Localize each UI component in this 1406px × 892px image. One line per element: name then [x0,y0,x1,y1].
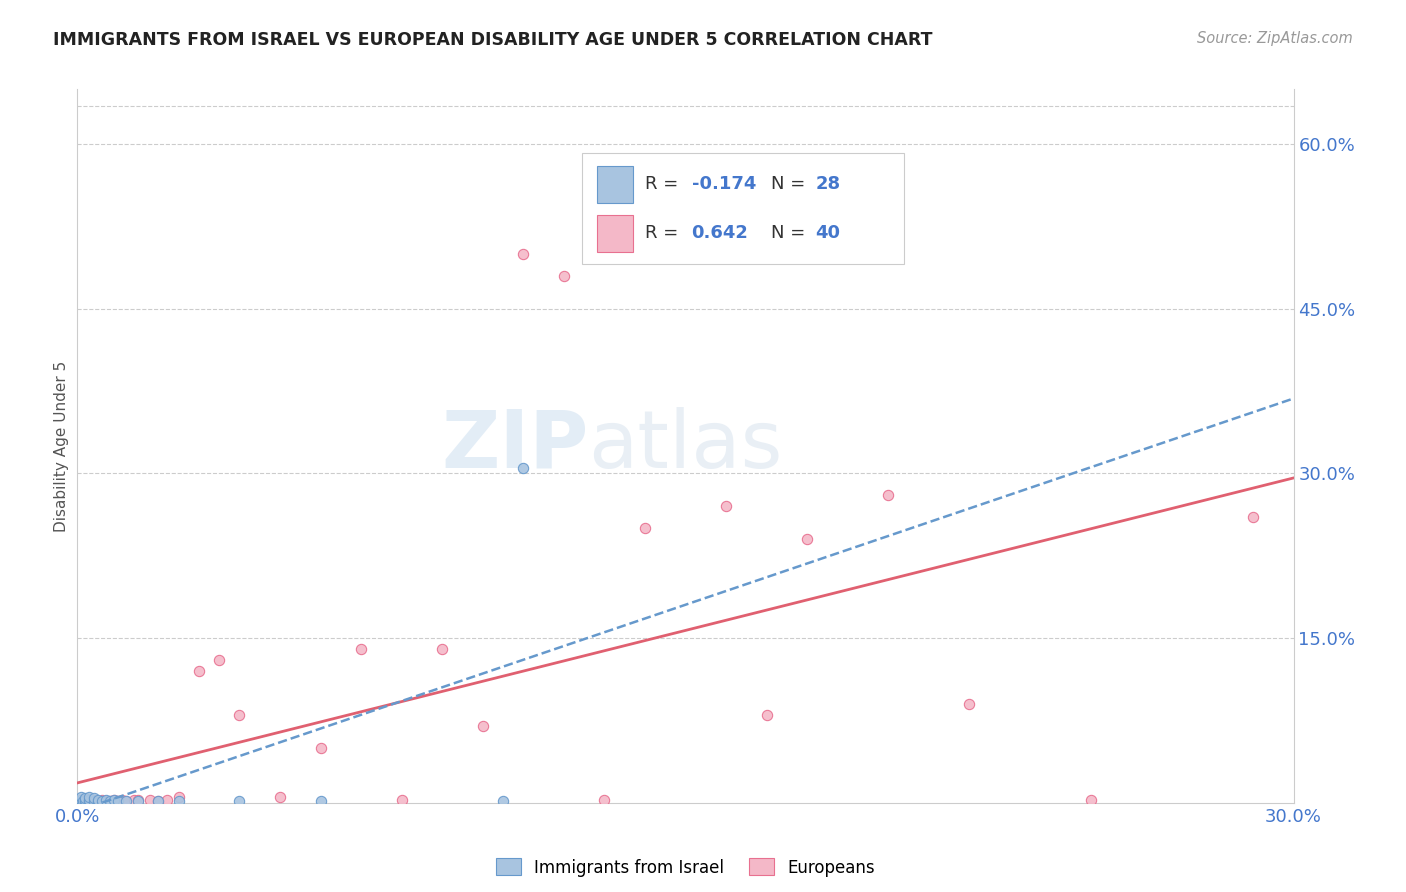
Point [94,792,117,806]
Point [83,792,105,806]
Point [70,794,93,808]
Point [796,533,818,547]
Point [1080,792,1102,806]
Point [94,794,117,808]
Point [111,792,134,806]
Point [79,790,101,805]
Point [634,521,657,535]
Point [75,795,97,809]
Point [90,792,112,806]
Point [432,642,454,657]
Point [155,792,177,806]
Point [512,247,534,261]
Point [70,792,93,806]
Point [208,653,231,667]
Point [75,792,97,806]
Text: 0.642: 0.642 [692,224,748,242]
Point [188,664,211,678]
Point [512,461,534,475]
Point [350,642,373,657]
Point [593,792,616,806]
Point [269,790,291,805]
Legend: Immigrants from Israel, Europeans: Immigrants from Israel, Europeans [496,858,875,877]
Point [86,795,108,809]
Point [309,794,332,808]
Point [167,794,190,808]
Point [79,794,101,808]
Point [103,792,125,806]
Point [86,792,108,806]
Point [83,794,105,808]
Text: -0.174: -0.174 [692,176,756,194]
Point [79,794,101,808]
Point [75,794,97,808]
Point [70,790,93,805]
Point [877,488,900,502]
Point [1241,510,1264,524]
Point [167,790,190,805]
Point [90,794,112,808]
Point [83,791,105,805]
Text: atlas: atlas [588,407,783,485]
Point [107,794,129,808]
Text: IMMIGRANTS FROM ISRAEL VS EUROPEAN DISABILITY AGE UNDER 5 CORRELATION CHART: IMMIGRANTS FROM ISRAEL VS EUROPEAN DISAB… [53,31,934,49]
Point [127,794,149,808]
Text: N =: N = [770,224,810,242]
Point [148,794,170,808]
Point [127,792,149,806]
Point [122,792,145,806]
Text: 28: 28 [815,176,841,194]
Point [67,794,90,808]
Point [492,794,515,808]
Point [139,792,162,806]
Y-axis label: Disability Age Under 5: Disability Age Under 5 [53,360,69,532]
Point [309,740,332,755]
Point [75,791,97,805]
Point [714,500,737,514]
Point [98,794,121,808]
Point [98,794,121,808]
Point [70,795,93,809]
Point [391,792,413,806]
Text: R =: R = [645,224,685,242]
Text: 40: 40 [815,224,841,242]
Point [72,794,94,808]
Text: N =: N = [770,176,810,194]
Point [228,794,250,808]
Point [471,719,494,733]
Point [79,792,101,806]
Point [70,792,93,806]
Text: R =: R = [645,176,685,194]
FancyBboxPatch shape [582,153,904,264]
FancyBboxPatch shape [596,214,633,252]
Point [148,794,170,808]
Point [115,794,138,808]
Point [755,708,778,723]
Text: Source: ZipAtlas.com: Source: ZipAtlas.com [1197,31,1353,46]
Text: ZIP: ZIP [441,407,588,485]
Point [228,708,250,723]
Point [115,794,138,808]
Point [553,268,575,283]
Point [107,794,129,808]
FancyBboxPatch shape [596,166,633,203]
Point [957,697,980,711]
Point [86,794,108,808]
Point [86,794,108,808]
Point [103,792,125,806]
